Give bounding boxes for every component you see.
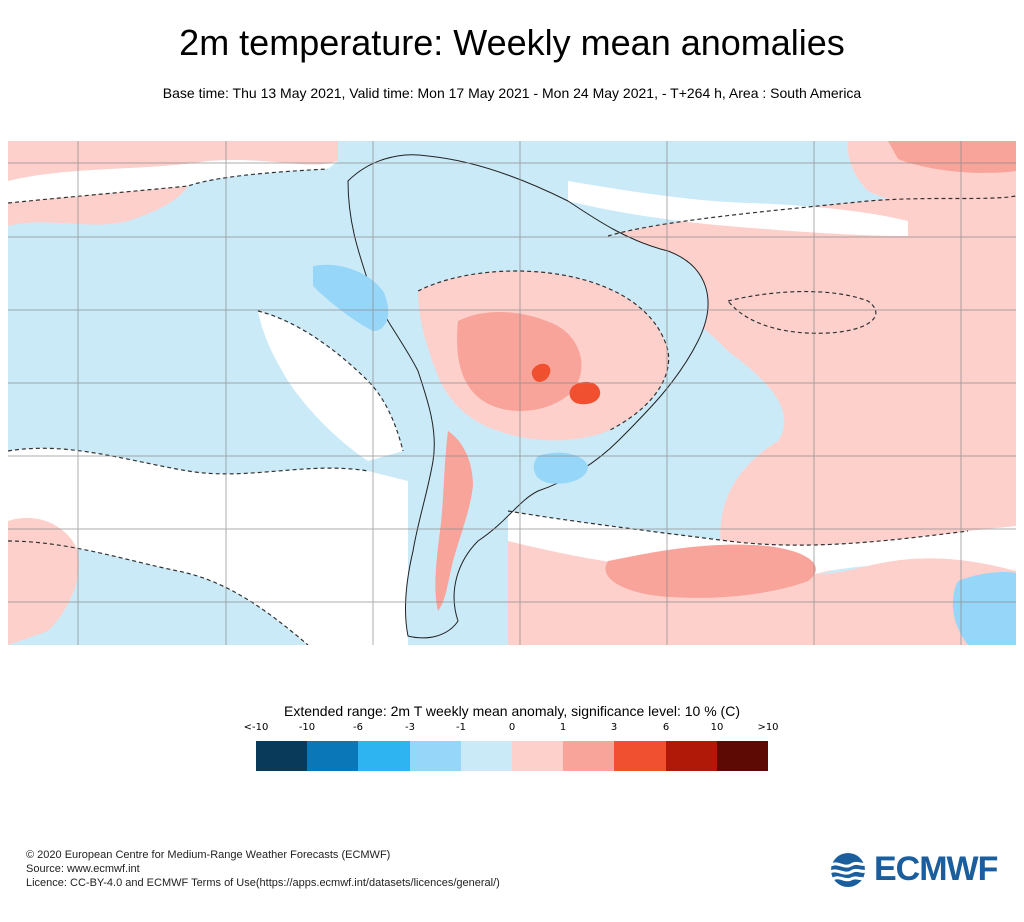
ecmwf-logo: ECMWF [826,850,1001,890]
contour-3 [8,447,369,475]
copyright-text: © 2020 European Centre for Medium-Range … [26,849,391,861]
cool-patch-uruguay [533,452,588,484]
warm-strong-spot-1 [531,363,551,382]
legend-tick: 6 [662,722,670,733]
warm-region-atlantic [608,196,1016,582]
warm-band-pacific-north-2 [8,186,188,226]
contour-8 [8,540,309,645]
legend-swatch [358,741,410,771]
legend-swatch [307,741,359,771]
warm-core-south-atlantic [605,544,816,598]
neutral-band-north [8,159,338,203]
cool-patch-pacific [313,264,389,331]
contour-2 [257,310,404,452]
gridlines [8,141,1016,645]
ecmwf-logo-text: ECMWF [874,850,998,888]
legend-tick: 0 [508,722,516,733]
legend-tick: -6 [353,722,363,733]
legend-swatch [614,741,666,771]
cool-patch-southeast [952,571,1016,645]
warm-patch-southwest [8,517,79,645]
legend-swatch [716,741,768,771]
legend-swatch [512,741,564,771]
ecmwf-logo-icon [829,853,867,887]
legend-tick: <-10 [243,722,269,733]
legend-tick: 10 [710,722,724,733]
contour-1 [8,168,329,204]
legend-swatch [460,741,512,771]
chart-subtitle: Base time: Thu 13 May 2021, Valid time: … [162,85,862,101]
source-text: Source: www.ecmwf.int [26,863,140,875]
licence-text: Licence: CC-BY-4.0 and ECMWF Terms of Us… [26,877,500,889]
legend-swatch [409,741,461,771]
color-legend: <-10 -10 -6 -3 -1 0 1 3 6 10 >10 [240,722,785,774]
legend-swatch [256,741,308,771]
contour-7 [417,270,670,432]
contour-6 [726,290,877,334]
neutral-band-west-coast [258,311,403,461]
chart-title: 2m temperature: Weekly mean anomalies [179,22,845,63]
legend-tick: -10 [298,722,316,733]
legend-tick: 3 [610,722,618,733]
anomaly-map [8,141,1016,645]
legend-swatch [665,741,717,771]
warm-band-andes [435,431,473,611]
warm-band-pacific-north [8,141,338,181]
legend-tick: -3 [405,722,415,733]
legend-swatch [563,741,615,771]
legend-tick: 1 [559,722,567,733]
warm-region-africa-core [888,141,1016,173]
contour-4 [507,510,969,546]
legend-tick: -1 [456,722,466,733]
footer: © 2020 European Centre for Medium-Range … [26,848,500,890]
neutral-band-equator [568,181,908,236]
neutral-band-southwest [8,448,408,645]
warm-strong-spot-2 [569,381,601,405]
warm-core-paraguay [457,311,582,411]
legend-title: Extended range: 2m T weekly mean anomaly… [283,703,740,719]
significance-contours [8,168,1016,645]
legend-tick: >10 [757,722,779,733]
